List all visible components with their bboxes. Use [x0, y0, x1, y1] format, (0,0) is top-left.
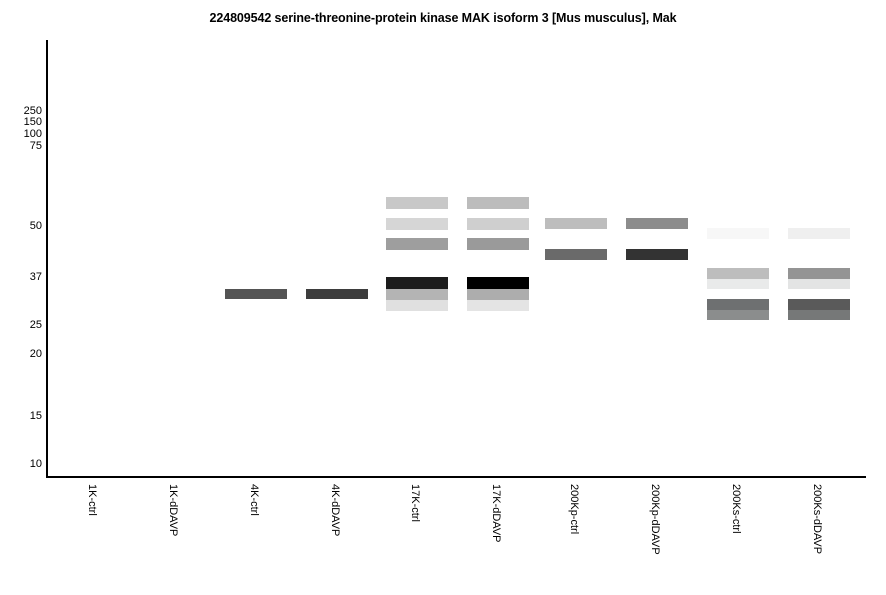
gel-lane-200ks-ctrl[interactable]	[707, 40, 769, 476]
gel-band[interactable]	[386, 197, 448, 209]
gel-band[interactable]	[788, 310, 850, 320]
x-axis-tick-200kp-ddavp: 200Kp-dDAVP	[649, 484, 661, 555]
gel-band[interactable]	[707, 228, 769, 239]
y-axis-line	[46, 40, 48, 478]
gel-lane-17k-ctrl[interactable]	[386, 40, 448, 476]
gel-lane-1k-ddavp[interactable]	[144, 40, 206, 476]
y-axis-tick-15: 15	[29, 410, 42, 422]
gel-plot-area	[48, 40, 866, 476]
gel-band[interactable]	[545, 218, 607, 229]
gel-lane-200ks-ddavp[interactable]	[788, 40, 850, 476]
gel-band[interactable]	[386, 289, 448, 300]
gel-band[interactable]	[467, 197, 529, 209]
gel-band[interactable]	[788, 299, 850, 310]
y-axis-tick-250: 250	[23, 105, 42, 117]
gel-band[interactable]	[707, 279, 769, 289]
gel-band[interactable]	[707, 310, 769, 320]
gel-band[interactable]	[467, 218, 529, 230]
gel-band[interactable]	[386, 238, 448, 250]
gel-band[interactable]	[707, 299, 769, 310]
gel-band[interactable]	[467, 289, 529, 300]
y-axis-tick-20: 20	[29, 348, 42, 360]
gel-band[interactable]	[788, 268, 850, 279]
y-axis-tick-100: 100	[23, 128, 42, 140]
gel-band[interactable]	[788, 228, 850, 239]
gel-band[interactable]	[545, 249, 607, 260]
x-axis-line	[46, 476, 866, 478]
gel-band[interactable]	[467, 277, 529, 289]
gel-lane-4k-ddavp[interactable]	[306, 40, 368, 476]
y-axis-tick-75: 75	[29, 140, 42, 152]
gel-band[interactable]	[386, 300, 448, 311]
page-title: 224809542 serine-threonine-protein kinas…	[209, 11, 677, 25]
y-axis-tick-10: 10	[29, 458, 42, 470]
y-axis-tick-50: 50	[29, 220, 42, 232]
gel-band[interactable]	[626, 218, 688, 229]
y-axis-tick-37: 37	[29, 271, 42, 283]
x-axis-tick-4k-ctrl: 4K-ctrl	[248, 484, 260, 516]
gel-band[interactable]	[467, 238, 529, 250]
x-axis-tick-200ks-ctrl: 200Ks-ctrl	[730, 484, 742, 534]
gel-band[interactable]	[707, 268, 769, 279]
gel-lane-200kp-ctrl[interactable]	[545, 40, 607, 476]
gel-lane-1k-ctrl[interactable]	[63, 40, 125, 476]
gel-lane-17k-ddavp[interactable]	[467, 40, 529, 476]
gel-band[interactable]	[306, 289, 368, 299]
x-axis-tick-200ks-ddavp: 200Ks-dDAVP	[811, 484, 823, 555]
x-axis-tick-17k-ctrl: 17K-ctrl	[409, 484, 421, 522]
x-axis-tick-1k-ctrl: 1K-ctrl	[86, 484, 98, 516]
x-axis-tick-4k-ddavp: 4K-dDAVP	[329, 484, 341, 537]
y-axis-tick-25: 25	[29, 319, 42, 331]
gel-band[interactable]	[467, 300, 529, 311]
gel-lane-200kp-ddavp[interactable]	[626, 40, 688, 476]
gel-band[interactable]	[788, 279, 850, 289]
x-axis-tick-17k-ddavp: 17K-dDAVP	[490, 484, 502, 543]
y-axis-tick-150: 150	[23, 116, 42, 128]
gel-band[interactable]	[386, 218, 448, 230]
gel-band[interactable]	[626, 249, 688, 260]
gel-band[interactable]	[386, 277, 448, 289]
x-axis-tick-200kp-ctrl: 200Kp-ctrl	[568, 484, 580, 535]
gel-lane-4k-ctrl[interactable]	[225, 40, 287, 476]
gel-band[interactable]	[225, 289, 287, 299]
x-axis-tick-1k-ddavp: 1K-dDAVP	[167, 484, 179, 537]
